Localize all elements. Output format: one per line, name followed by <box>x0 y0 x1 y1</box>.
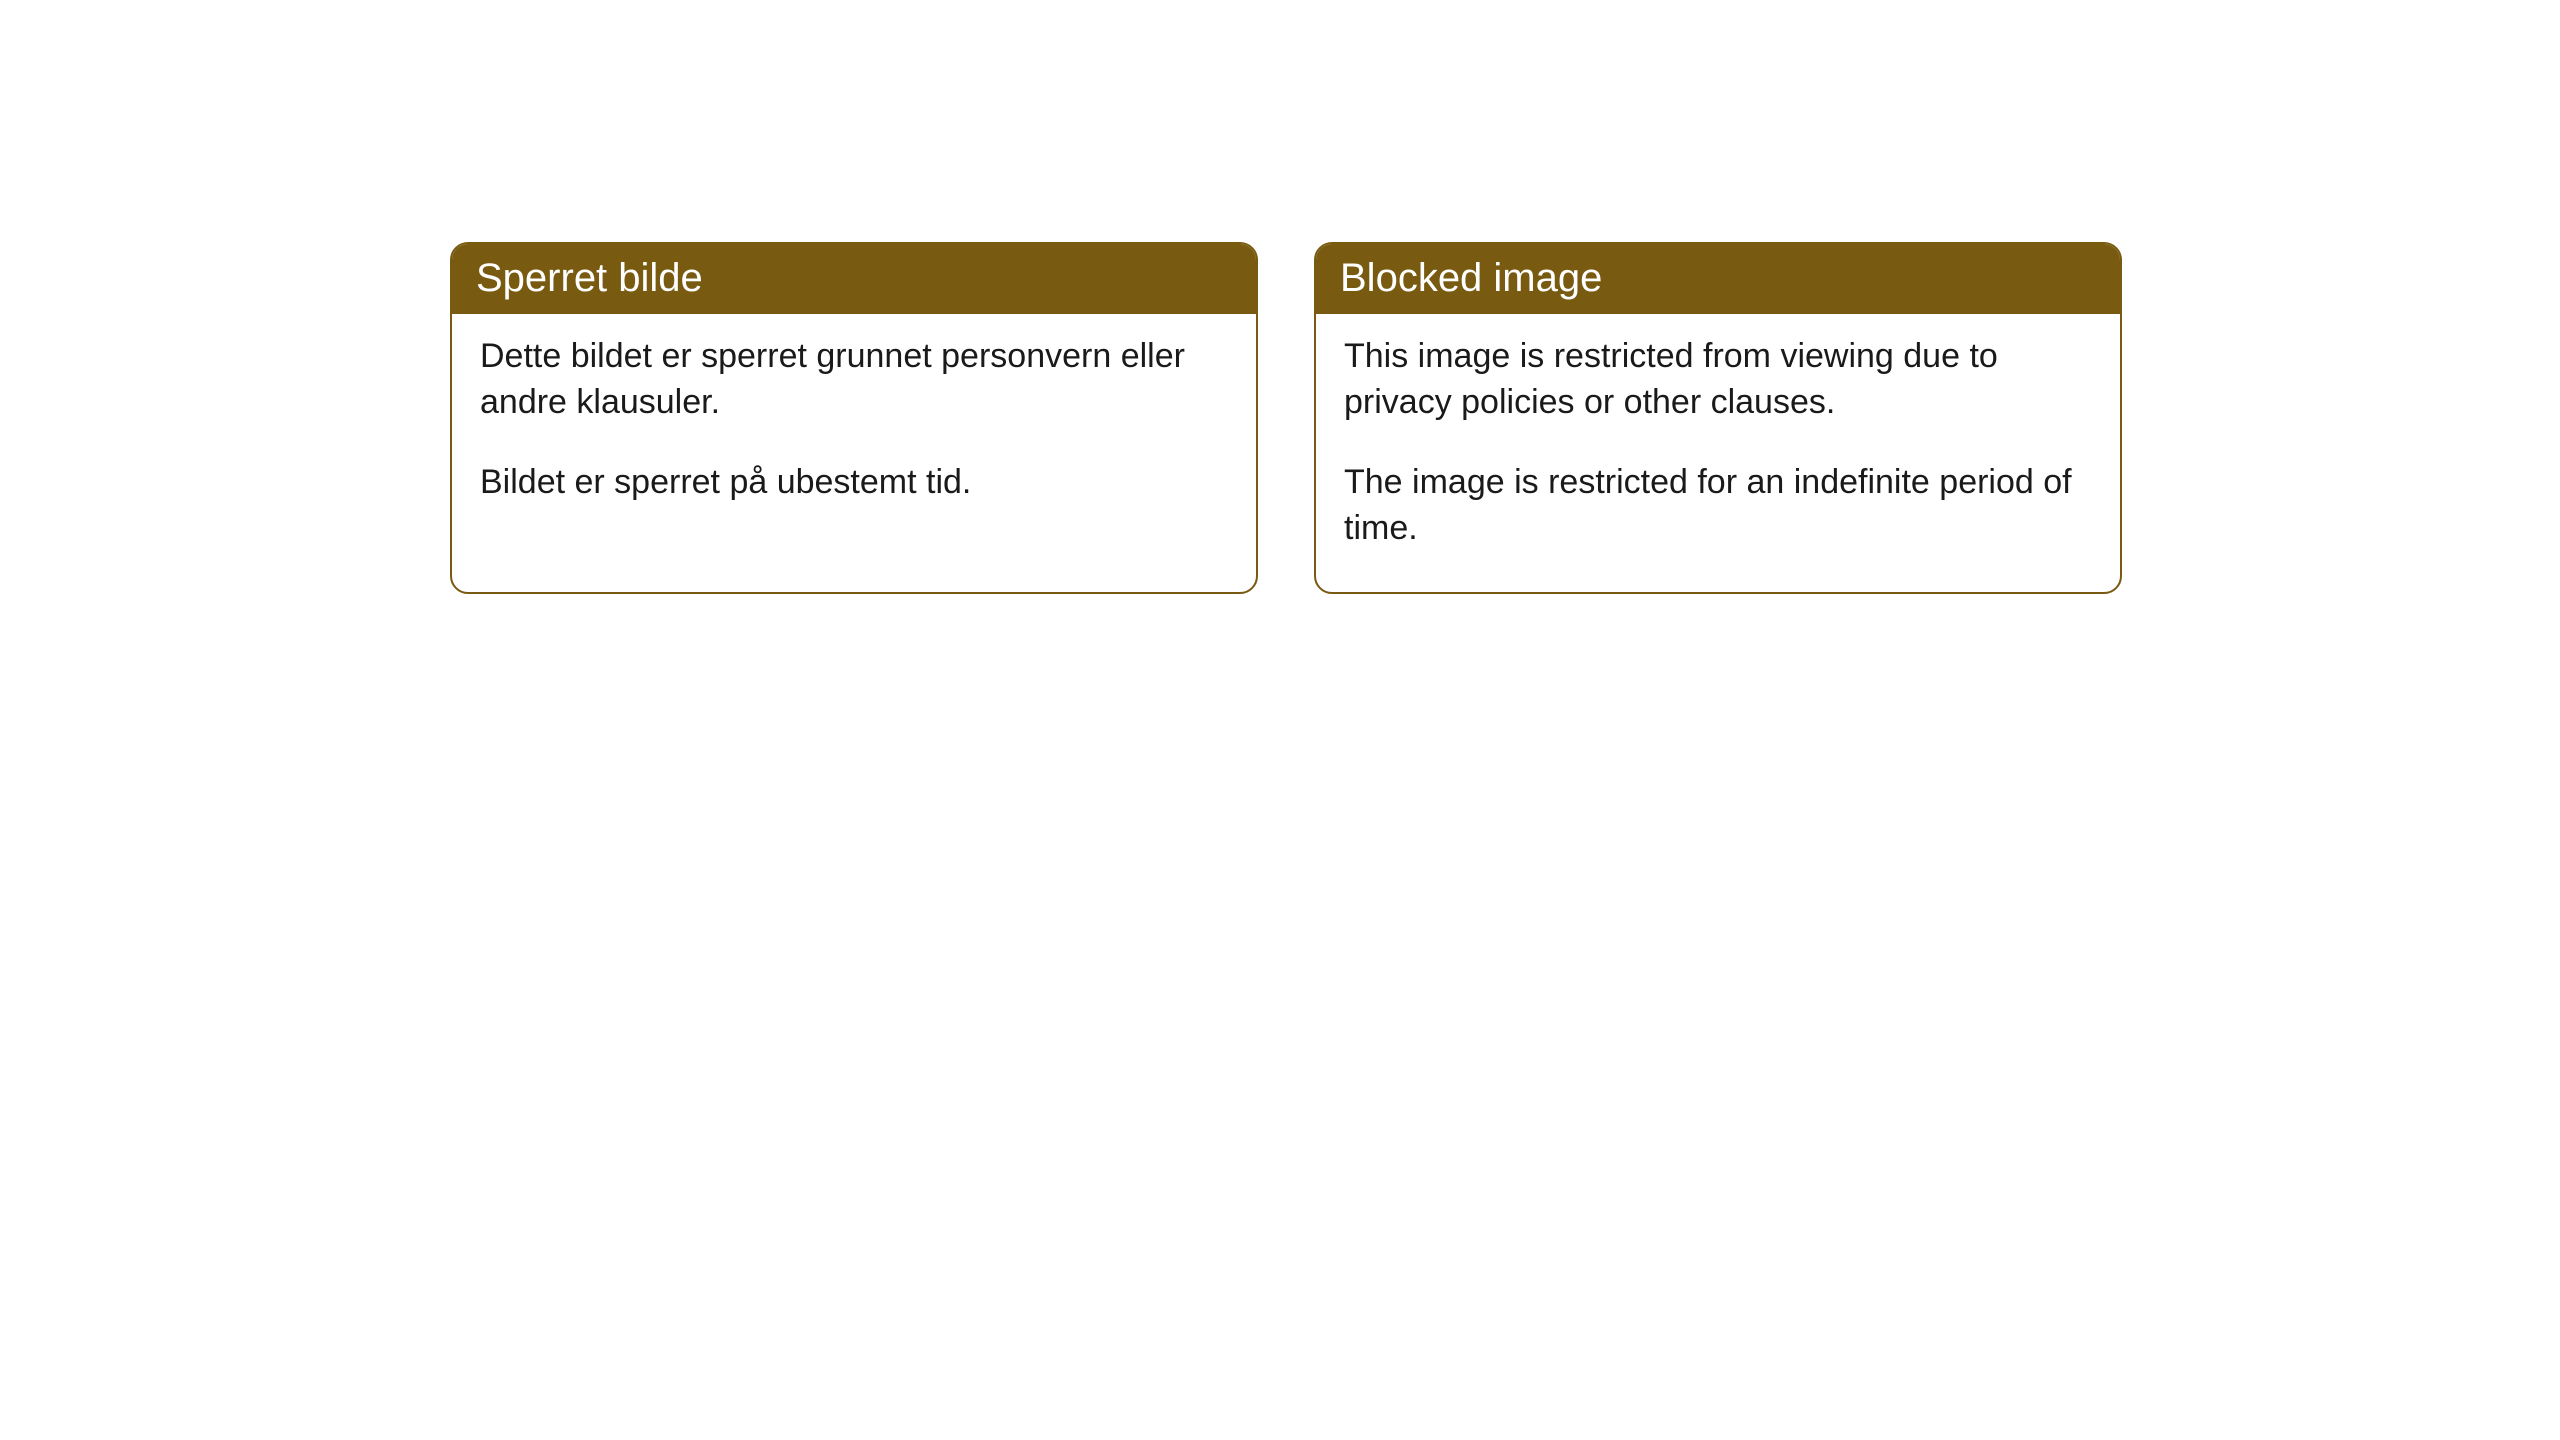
card-header: Blocked image <box>1316 244 2120 314</box>
notice-card-norwegian: Sperret bilde Dette bildet er sperret gr… <box>450 242 1258 594</box>
card-paragraph: The image is restricted for an indefinit… <box>1344 460 2092 552</box>
card-body: This image is restricted from viewing du… <box>1316 314 2120 592</box>
card-header: Sperret bilde <box>452 244 1256 314</box>
notice-card-english: Blocked image This image is restricted f… <box>1314 242 2122 594</box>
notice-cards-container: Sperret bilde Dette bildet er sperret gr… <box>450 242 2122 594</box>
card-body: Dette bildet er sperret grunnet personve… <box>452 314 1256 546</box>
card-paragraph: Dette bildet er sperret grunnet personve… <box>480 334 1228 426</box>
card-paragraph: Bildet er sperret på ubestemt tid. <box>480 460 1228 506</box>
card-title: Sperret bilde <box>476 256 703 300</box>
card-title: Blocked image <box>1340 256 1602 300</box>
card-paragraph: This image is restricted from viewing du… <box>1344 334 2092 426</box>
